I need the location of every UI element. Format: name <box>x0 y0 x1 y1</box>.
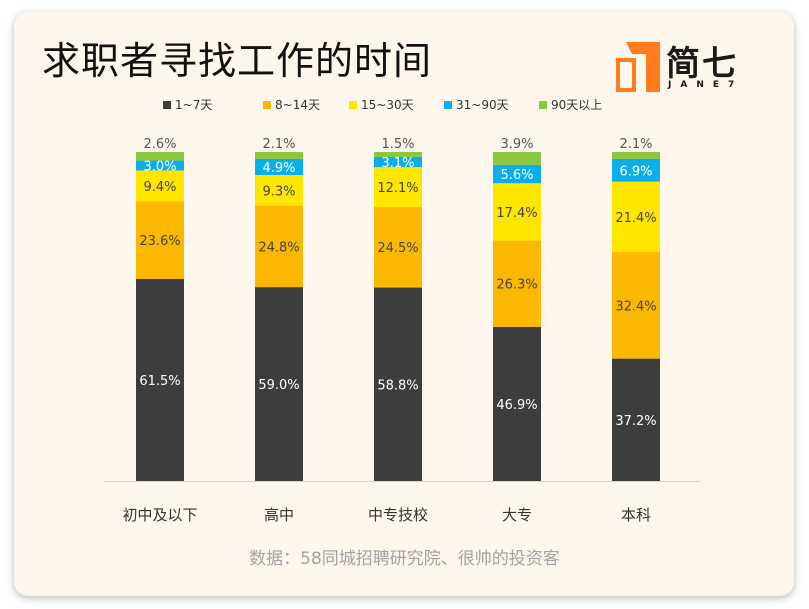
bar-segment-5-2 <box>612 252 660 359</box>
data-label-3-5: 1.5% <box>381 137 414 152</box>
data-label-2-2: 24.8% <box>258 240 299 255</box>
legend-swatch-3 <box>349 101 357 109</box>
data-label-4-3: 17.4% <box>496 206 537 221</box>
bar-segment-2-4 <box>255 158 303 176</box>
bar-segment-2-5 <box>255 152 303 159</box>
data-label-5-2: 32.4% <box>615 299 656 314</box>
data-label-2-4: 4.9% <box>262 161 295 176</box>
logo-mark-icon <box>616 42 660 92</box>
bar-segment-3-3 <box>374 167 422 207</box>
legend-swatch-2 <box>263 101 271 109</box>
category-label-4: 大专 <box>502 506 532 524</box>
bar-segment-3-5 <box>374 152 422 157</box>
category-label-2: 高中 <box>264 506 294 524</box>
bar-segment-2-1 <box>255 287 303 481</box>
bar-segment-5-5 <box>612 152 660 159</box>
data-label-5-4: 6.9% <box>619 164 652 179</box>
data-label-2-1: 59.0% <box>258 378 299 393</box>
legend-swatch-5 <box>539 101 547 109</box>
bar-segment-3-1 <box>374 287 422 481</box>
bar-segment-1-3 <box>136 170 184 202</box>
bar-segment-1-5 <box>136 152 184 161</box>
data-label-4-2: 26.3% <box>496 278 537 293</box>
source-note: 数据：58同城招聘研究院、很帅的投资客 <box>249 549 560 569</box>
data-label-5-5: 2.1% <box>619 137 652 152</box>
data-label-3-1: 58.8% <box>377 378 418 393</box>
bar-segment-2-2 <box>255 205 303 288</box>
bar-segment-4-5 <box>493 152 541 165</box>
legend-swatch-1 <box>163 101 171 109</box>
bar-segment-1-4 <box>136 160 184 171</box>
bar-segment-3-4 <box>374 156 422 168</box>
page-title: 求职者寻找工作的时间 <box>42 39 433 83</box>
bar-segment-4-1 <box>493 326 541 481</box>
bar-segment-4-2 <box>493 240 541 327</box>
data-label-3-4: 3.1% <box>381 156 414 171</box>
bar-segment-3-2 <box>374 206 422 288</box>
data-label-4-4: 5.6% <box>500 168 533 183</box>
data-label-2-5: 2.1% <box>262 137 295 152</box>
category-label-5: 本科 <box>621 506 651 524</box>
bar-segment-1-1 <box>136 278 184 481</box>
bar-segment-5-1 <box>612 358 660 481</box>
category-label-3: 中专技校 <box>368 506 428 524</box>
data-label-1-5: 2.6% <box>143 137 176 152</box>
bar-segment-5-4 <box>612 158 660 182</box>
data-label-1-2: 23.6% <box>139 234 180 249</box>
data-label-5-3: 21.4% <box>615 211 656 226</box>
data-label-5-1: 37.2% <box>615 414 656 429</box>
category-label-1: 初中及以下 <box>122 506 197 524</box>
brand-logo: 简七 JANE7 <box>612 36 772 100</box>
data-label-3-2: 24.5% <box>377 241 418 256</box>
legend-label-3: 15~30天 <box>361 98 414 112</box>
bar-segment-2-3 <box>255 175 303 206</box>
legend-label-2: 8~14天 <box>275 98 320 112</box>
data-label-4-5: 3.9% <box>500 137 533 152</box>
data-label-1-3: 9.4% <box>143 180 176 195</box>
data-label-4-1: 46.9% <box>496 398 537 413</box>
bar-segment-4-3 <box>493 183 541 241</box>
data-label-1-1: 61.5% <box>139 374 180 389</box>
legend-swatch-4 <box>444 101 452 109</box>
legend-label-5: 90天以上 <box>551 98 602 112</box>
bar-segment-4-4 <box>493 164 541 184</box>
legend-label-1: 1~7天 <box>175 98 212 112</box>
data-label-2-3: 9.3% <box>262 184 295 199</box>
bar-segment-5-3 <box>612 181 660 253</box>
data-label-1-4: 3.0% <box>143 159 176 174</box>
logo-subtext: JANE7 <box>668 80 744 90</box>
logo-text: 简七 <box>666 44 738 84</box>
bar-segment-1-2 <box>136 201 184 279</box>
legend-label-4: 31~90天 <box>456 98 509 112</box>
data-label-3-3: 12.1% <box>377 181 418 196</box>
